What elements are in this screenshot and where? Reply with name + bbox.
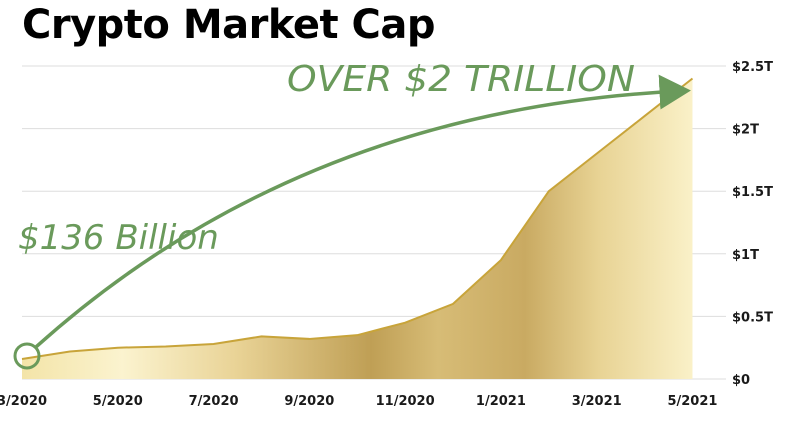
y-tick-label: $2T	[732, 123, 759, 138]
start-marker-circle	[13, 342, 41, 370]
x-tick-label: 9/2020	[284, 394, 334, 409]
y-tick-label: $1T	[732, 248, 759, 263]
x-tick-label: 5/2021	[667, 394, 717, 409]
x-tick-label: 11/2020	[376, 394, 435, 409]
x-tick-label: 1/2021	[476, 394, 526, 409]
y-axis-ticks: $0 $0.5T $1T $1.5T $2T $2.5T	[732, 60, 773, 388]
chart-title: Crypto Market Cap	[22, 2, 436, 48]
x-tick-label: 7/2020	[189, 394, 239, 409]
x-axis-ticks: 3/2020 5/2020 7/2020 9/2020 11/2020 1/2021 3/2…	[0, 394, 717, 409]
annotations: $136 Billion OVER $2 TRILLION	[13, 59, 691, 370]
annotation-start: $136 Billion	[18, 218, 219, 258]
y-tick-label: $0	[732, 373, 750, 388]
growth-arrow	[34, 74, 691, 349]
market-cap-area	[22, 78, 693, 380]
annotation-end: OVER $2 TRILLION	[287, 59, 635, 100]
y-tick-label: $0.5T	[732, 310, 773, 325]
x-tick-label: 5/2020	[93, 394, 143, 409]
x-tick-label: 3/2020	[0, 394, 47, 409]
x-tick-label: 3/2021	[572, 394, 622, 409]
y-tick-label: $1.5T	[732, 185, 773, 200]
area-layer	[21, 77, 694, 380]
y-tick-label: $2.5T	[732, 60, 773, 75]
